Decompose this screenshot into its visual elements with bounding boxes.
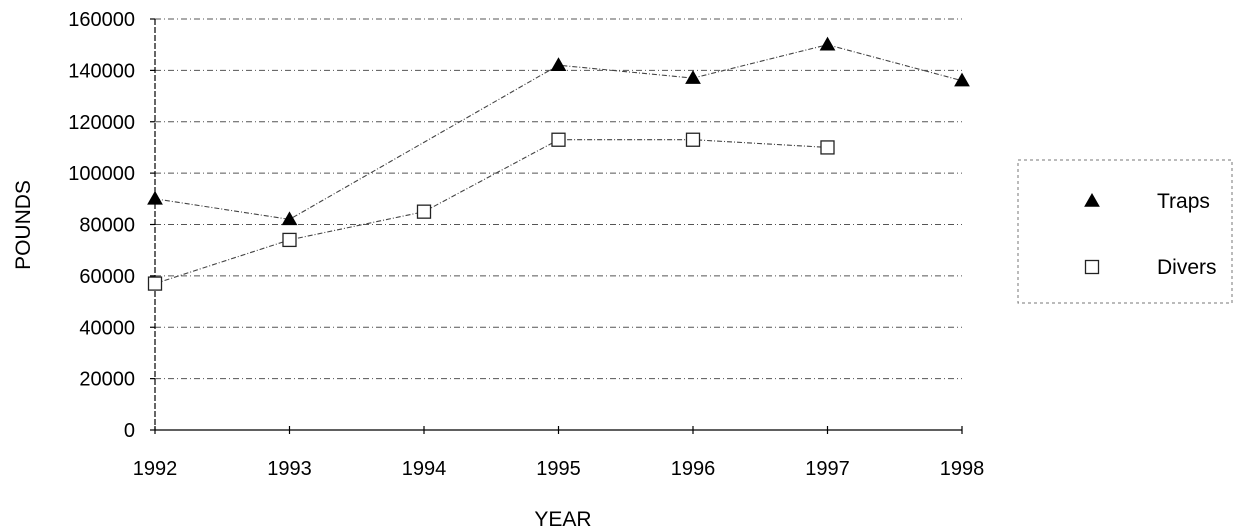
y-tick-label: 140000 xyxy=(68,60,135,82)
x-tick-label: 1995 xyxy=(536,458,581,480)
data-point-divers xyxy=(282,232,297,248)
y-tick-label: 120000 xyxy=(68,112,135,134)
y-tick-label: 80000 xyxy=(79,215,135,237)
legend-frame xyxy=(1017,159,1233,304)
y-tick-label: 0 xyxy=(124,420,135,442)
legend-marker-divers xyxy=(1084,259,1100,275)
data-point-divers xyxy=(147,276,163,291)
x-tick-label: 1996 xyxy=(671,458,716,480)
x-tick-label: 1992 xyxy=(133,458,178,480)
series-line-divers xyxy=(154,139,828,285)
series-lines xyxy=(154,44,963,285)
legend-label-traps: Traps xyxy=(1157,190,1210,213)
data-point-traps xyxy=(281,211,298,226)
series-markers xyxy=(147,36,970,291)
y-tick-label: 40000 xyxy=(79,317,135,339)
x-tick-label: 1993 xyxy=(267,458,312,480)
x-tick-label: 1998 xyxy=(940,458,985,480)
y-axis-title: POUNDS xyxy=(12,180,35,270)
y-tick-labels: 0 20000 40000 60000 80000 100000 120000 140000 1… xyxy=(68,9,135,442)
data-point-divers xyxy=(685,132,701,147)
data-point-divers xyxy=(820,140,835,155)
y-tick-label: 160000 xyxy=(68,9,135,31)
legend-marker-traps xyxy=(1084,192,1100,207)
data-point-traps xyxy=(685,70,701,84)
data-point-traps xyxy=(550,57,567,71)
gridlines xyxy=(155,18,962,380)
x-tick-label: 1997 xyxy=(805,458,850,480)
data-point-traps xyxy=(147,190,163,205)
data-point-traps xyxy=(954,72,970,87)
y-tick-label: 60000 xyxy=(79,266,135,288)
axes xyxy=(150,18,963,434)
legend-label-divers: Divers xyxy=(1157,256,1217,279)
x-axis-title: YEAR xyxy=(534,508,591,531)
y-tick-label: 100000 xyxy=(68,163,135,185)
y-tick-label: 20000 xyxy=(79,369,135,391)
x-tick-label: 1994 xyxy=(402,458,447,480)
series-line-traps xyxy=(154,44,963,220)
data-point-divers xyxy=(416,204,432,219)
x-tick-labels: 1992 1993 1994 1995 1996 1997 1998 xyxy=(133,458,985,480)
data-point-traps xyxy=(819,36,836,51)
legend: Traps Divers xyxy=(1017,159,1233,304)
data-point-divers xyxy=(551,132,566,147)
